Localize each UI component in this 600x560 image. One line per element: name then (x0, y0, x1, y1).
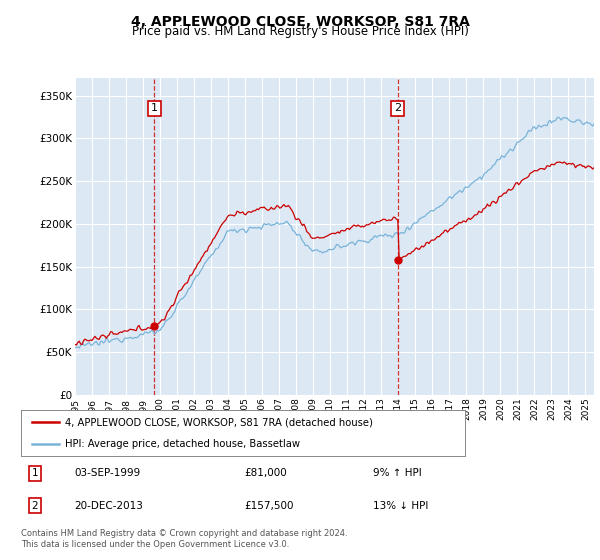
Text: £81,000: £81,000 (244, 468, 287, 478)
Text: 9% ↑ HPI: 9% ↑ HPI (373, 468, 421, 478)
Text: 2: 2 (32, 501, 38, 511)
Text: 1: 1 (151, 104, 158, 113)
Text: Contains HM Land Registry data © Crown copyright and database right 2024.
This d: Contains HM Land Registry data © Crown c… (21, 529, 347, 549)
Text: 20-DEC-2013: 20-DEC-2013 (74, 501, 143, 511)
Text: 13% ↓ HPI: 13% ↓ HPI (373, 501, 428, 511)
Text: 2: 2 (394, 104, 401, 113)
Text: 03-SEP-1999: 03-SEP-1999 (74, 468, 140, 478)
Text: Price paid vs. HM Land Registry's House Price Index (HPI): Price paid vs. HM Land Registry's House … (131, 25, 469, 38)
Text: 4, APPLEWOOD CLOSE, WORKSOP, S81 7RA: 4, APPLEWOOD CLOSE, WORKSOP, S81 7RA (131, 15, 469, 29)
Text: 1: 1 (32, 468, 38, 478)
Text: £157,500: £157,500 (244, 501, 294, 511)
Text: 4, APPLEWOOD CLOSE, WORKSOP, S81 7RA (detached house): 4, APPLEWOOD CLOSE, WORKSOP, S81 7RA (de… (65, 417, 373, 427)
Text: HPI: Average price, detached house, Bassetlaw: HPI: Average price, detached house, Bass… (65, 440, 301, 450)
